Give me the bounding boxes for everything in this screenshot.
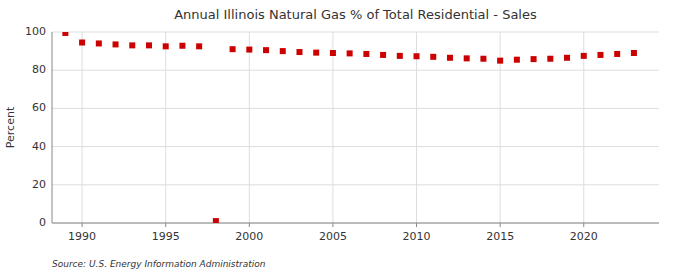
x-tick-label: 1995	[152, 230, 180, 243]
point	[380, 52, 386, 58]
x-grid-line	[249, 32, 250, 223]
point	[631, 50, 637, 56]
point	[547, 56, 553, 62]
y-tick-label: 0	[39, 216, 46, 229]
x-tick-mark	[583, 223, 584, 227]
point	[363, 51, 369, 57]
x-grid-line	[583, 32, 584, 223]
y-tick-label: 100	[25, 25, 46, 38]
point	[330, 50, 336, 56]
point	[397, 53, 403, 59]
y-axis-line	[52, 32, 53, 223]
points	[62, 32, 637, 223]
y-tick-label: 80	[32, 63, 46, 76]
y-tick-label: 20	[32, 178, 46, 191]
x-tick-label: 2005	[319, 230, 347, 243]
x-tick-mark	[82, 223, 83, 227]
y-axis-label: Percent	[4, 106, 17, 148]
x-grid-line	[165, 32, 166, 223]
point	[514, 57, 520, 63]
point	[196, 43, 202, 49]
point	[497, 58, 503, 64]
y-grid-line	[52, 108, 659, 109]
title: Annual Illinois Natural Gas % of Total R…	[174, 7, 537, 22]
x-tick-label: 2010	[403, 230, 431, 243]
point	[129, 42, 135, 48]
point	[531, 56, 537, 62]
x-tick-label: 2020	[570, 230, 598, 243]
point	[280, 48, 286, 54]
point	[447, 55, 453, 61]
point	[263, 47, 269, 53]
point	[464, 55, 470, 61]
point	[62, 32, 68, 36]
point	[246, 47, 252, 53]
point	[313, 50, 319, 56]
point	[614, 51, 620, 57]
point	[564, 55, 570, 61]
point	[179, 43, 185, 49]
y-grid-line	[52, 184, 659, 185]
chart: 0 20 40 60 80 100 1990 1995 2000 2005 2010 2015 2020…	[0, 0, 675, 275]
point	[213, 218, 219, 223]
x-tick-label: 2000	[235, 230, 263, 243]
point	[230, 46, 236, 52]
chart-container: 0 20 40 60 80 100 1990 1995 2000 2005 2010 2015 2020…	[0, 0, 675, 275]
point	[146, 42, 152, 48]
x-grid-line	[332, 32, 333, 223]
x-tick-mark	[332, 223, 333, 227]
point	[96, 40, 102, 46]
point	[480, 56, 486, 62]
y-tick-label: 60	[32, 101, 46, 114]
y-grid-line	[52, 32, 659, 33]
x-grid-line	[416, 32, 417, 223]
x-tick-mark	[500, 223, 501, 227]
point	[414, 53, 420, 59]
point	[296, 49, 302, 55]
point	[430, 54, 436, 60]
point	[113, 41, 119, 47]
grid	[52, 32, 659, 223]
x-tick-mark	[249, 223, 250, 227]
x-axis-line	[52, 223, 659, 224]
x-grid-line	[82, 32, 83, 223]
y-grid-line	[52, 146, 659, 147]
y-tick-label: 40	[32, 140, 46, 153]
point	[347, 50, 353, 56]
x-tick-label: 1990	[68, 230, 96, 243]
x-tick-label: 2015	[486, 230, 514, 243]
x-tick-mark	[416, 223, 417, 227]
point	[163, 43, 169, 49]
point	[597, 52, 603, 58]
x-tick-mark	[165, 223, 166, 227]
point	[581, 53, 587, 59]
point	[79, 40, 85, 46]
y-grid-line	[52, 223, 659, 224]
source-note: Source: U.S. Energy Information Administ…	[52, 259, 266, 269]
y-grid-line	[52, 70, 659, 71]
